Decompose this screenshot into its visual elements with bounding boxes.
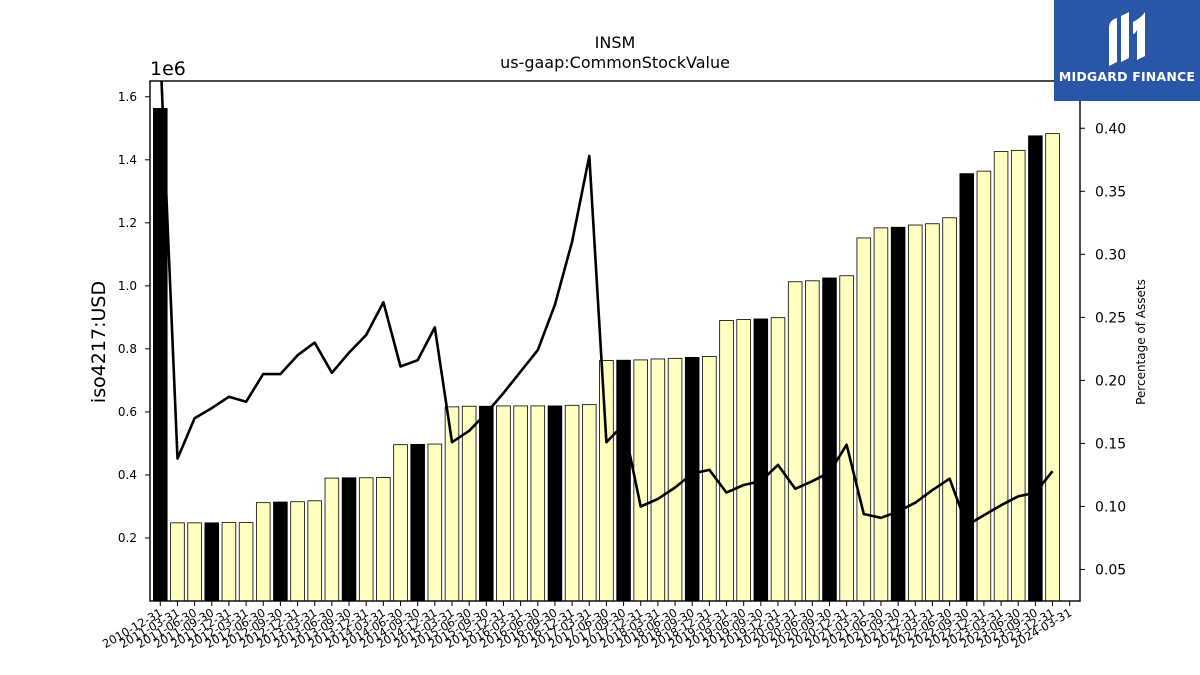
bar xyxy=(393,444,408,602)
y-axis-label: iso4217:USD xyxy=(88,281,110,403)
bar xyxy=(839,275,854,602)
bar xyxy=(599,360,614,602)
bar xyxy=(925,223,940,602)
y-offset-label: 1e6 xyxy=(150,58,186,80)
y-tick-label: 0.8 xyxy=(118,342,137,356)
bar xyxy=(410,443,425,602)
y2-tick-label: 0.10 xyxy=(1095,499,1126,515)
bar xyxy=(1028,135,1043,602)
y-tick-label: 0.4 xyxy=(118,468,137,482)
y2-tick-label: 0.20 xyxy=(1095,373,1126,389)
bar xyxy=(513,405,528,602)
brand-logo: MIDGARD FINANCE xyxy=(1054,0,1200,101)
bar xyxy=(770,317,786,602)
brand-logo-text: MIDGARD FINANCE xyxy=(1058,69,1196,84)
y2-tick-label: 0.35 xyxy=(1095,184,1126,200)
bar xyxy=(736,319,751,602)
bar xyxy=(856,237,872,602)
y-tick-label: 1.2 xyxy=(118,216,137,230)
y-tick-label: 0.6 xyxy=(118,405,137,419)
bar xyxy=(204,522,220,602)
bar xyxy=(822,277,837,602)
bar xyxy=(702,356,717,602)
bar xyxy=(273,501,288,602)
bar xyxy=(890,226,906,602)
plot-frame xyxy=(149,80,1081,602)
bar xyxy=(479,405,494,602)
bar xyxy=(787,281,803,602)
midgard-logo-icon xyxy=(1109,12,1145,66)
bar xyxy=(221,522,237,602)
bar xyxy=(719,320,734,602)
bar xyxy=(255,502,271,602)
bar xyxy=(805,280,820,602)
y2-axis-label: Percentage of Assets xyxy=(1134,279,1148,405)
y2-tick-label: 0.15 xyxy=(1095,436,1126,452)
bar xyxy=(496,405,511,602)
y-tick-label: 1.6 xyxy=(118,90,137,104)
y2-tick-label: 0.30 xyxy=(1095,247,1126,263)
bar xyxy=(873,227,889,602)
bar xyxy=(1010,149,1026,602)
ticks: 0.2 0.4 0.6 0.8 1.0 1.2 1.4 1.6 0.05 0.10 0.15 0.20… xyxy=(100,90,1126,651)
bar xyxy=(1045,133,1060,602)
bar xyxy=(290,501,305,602)
bar xyxy=(564,404,580,602)
bar xyxy=(976,170,992,602)
chart-subtitle: us-gaap:CommonStockValue xyxy=(500,53,730,72)
y-tick-label: 1.0 xyxy=(118,279,137,293)
chart-title: INSM xyxy=(595,33,636,52)
bar xyxy=(530,405,546,602)
percentage-of-assets-line xyxy=(160,81,1054,527)
bar xyxy=(942,217,957,602)
axes xyxy=(149,80,1081,602)
y2-tick-label: 0.40 xyxy=(1095,121,1126,137)
bar xyxy=(187,522,202,602)
bar xyxy=(238,522,254,602)
bar xyxy=(547,405,563,602)
bar xyxy=(753,318,769,602)
bar xyxy=(959,173,975,602)
bar xyxy=(908,224,923,602)
bar xyxy=(581,404,597,602)
bar xyxy=(341,477,357,602)
bar-series xyxy=(153,108,1060,602)
bar xyxy=(358,477,374,602)
bar xyxy=(307,500,322,602)
y-tick-label: 1.4 xyxy=(118,153,137,167)
y2-tick-label: 0.05 xyxy=(1095,562,1126,578)
bar xyxy=(427,443,443,602)
bar xyxy=(376,477,391,602)
y2-tick-label: 0.25 xyxy=(1095,310,1126,326)
bar xyxy=(324,477,340,602)
bar xyxy=(650,358,666,602)
bar xyxy=(170,522,185,602)
line-series-layer xyxy=(160,81,1054,527)
bar xyxy=(993,151,1009,602)
bar xyxy=(616,359,631,602)
bar xyxy=(667,357,683,602)
y-tick-label: 0.2 xyxy=(118,531,137,545)
